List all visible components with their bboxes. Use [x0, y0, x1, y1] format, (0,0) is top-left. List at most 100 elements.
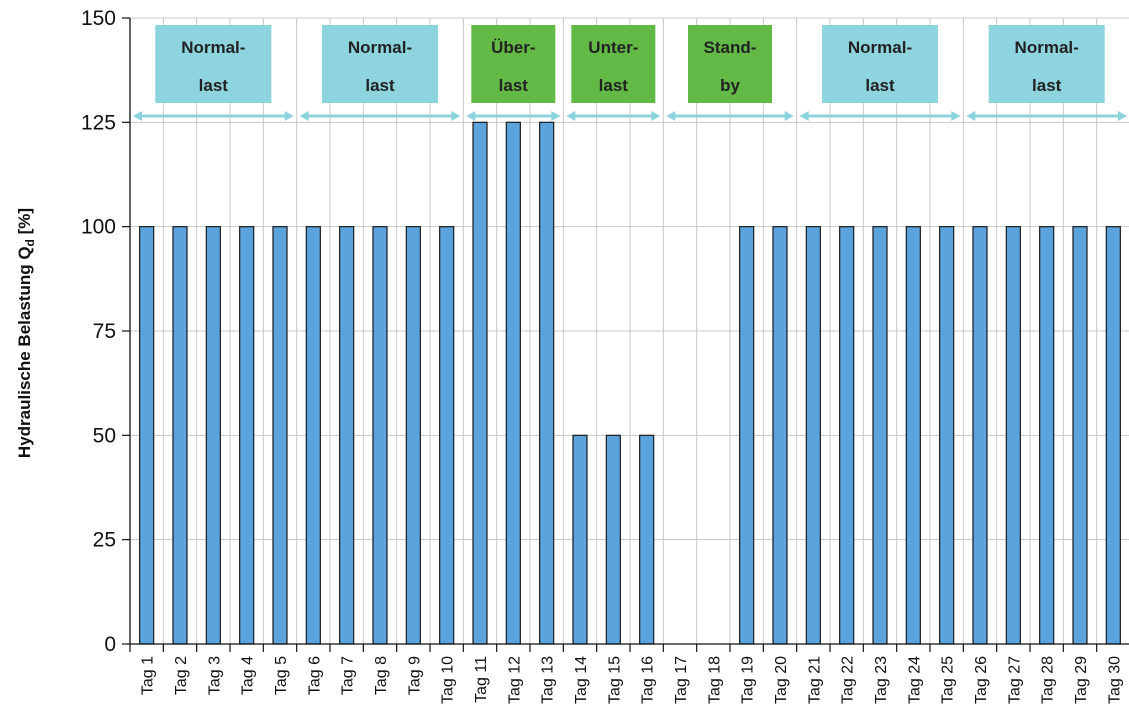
- phase-arrow-head-right: [1118, 111, 1127, 121]
- y-axis-label-subscript: d: [23, 239, 37, 246]
- y-tick-label: 100: [81, 216, 116, 239]
- phase-annotation: Normal-last: [299, 25, 461, 121]
- x-tick-label: Tag 22: [840, 656, 857, 704]
- bar: [305, 226, 321, 645]
- phase-label-line2: by: [720, 76, 740, 95]
- y-tick-label: 0: [104, 633, 116, 656]
- x-tick-label: Tag 17: [673, 656, 690, 704]
- x-tick-label: Tag 1: [140, 656, 157, 695]
- y-tick-label: 75: [93, 320, 116, 343]
- phase-box: [471, 25, 556, 103]
- phase-arrow-head-left: [466, 111, 476, 121]
- x-tick-label: Tag 27: [1006, 656, 1023, 704]
- x-tick-label: Tag 12: [506, 656, 523, 704]
- x-tick-label: Tag 4: [240, 656, 257, 695]
- phase-label-line2: last: [365, 76, 395, 95]
- phase-label-line1: Stand-: [704, 38, 757, 57]
- y-tick-label: 150: [81, 7, 116, 30]
- x-tick-label: Tag 9: [406, 656, 423, 695]
- x-tick-labels: Tag 1 Tag 2 Tag 3 Tag 4 Tag 5 Tag 6 Tag 7 Tag 8…: [140, 656, 1124, 704]
- bar: [805, 226, 821, 645]
- phase-arrow-head-right: [784, 111, 794, 121]
- bar: [1105, 226, 1121, 645]
- phase-arrow-head-left: [299, 111, 309, 121]
- phase-annotation: Normal-last: [133, 25, 294, 121]
- phase-label-line2: last: [499, 76, 529, 95]
- phase-arrow-head-left: [799, 111, 809, 121]
- phase-box: [571, 25, 656, 103]
- phase-box: [322, 25, 438, 103]
- x-tick-label: Tag 3: [206, 656, 223, 695]
- x-tick-label: Tag 30: [1106, 656, 1123, 704]
- phase-arrow-head-right: [651, 111, 661, 121]
- x-tick-label: Tag 19: [740, 656, 757, 704]
- phase-annotations: Normal-lastNormal-lastÜber-lastUnter-las…: [133, 25, 1127, 121]
- phase-box: [688, 25, 772, 103]
- phase-box: [155, 25, 272, 103]
- phase-arrow-head-right: [451, 111, 461, 121]
- x-tick-label: Tag 23: [873, 656, 890, 704]
- phase-label-line2: last: [1032, 76, 1062, 95]
- x-tick-label: Tag 13: [540, 656, 557, 704]
- bar: [472, 121, 488, 645]
- bar: [405, 226, 421, 645]
- phase-label-line1: Normal-: [1015, 38, 1079, 57]
- phase-arrow-head-right: [551, 111, 561, 121]
- x-tick-label: Tag 21: [806, 656, 823, 704]
- bar: [839, 226, 855, 645]
- x-tick-label: Tag 26: [973, 656, 990, 704]
- bar: [1005, 226, 1021, 645]
- x-tick-label: Tag 14: [573, 656, 590, 704]
- x-tick-label: Tag 18: [706, 656, 723, 704]
- phase-label-line2: last: [599, 76, 629, 95]
- phase-arrow-head-right: [951, 111, 961, 121]
- y-tick-label: 25: [93, 529, 116, 552]
- bar: [372, 226, 388, 645]
- bar: [872, 226, 888, 645]
- bar: [139, 226, 155, 645]
- bar-series: [139, 121, 1121, 645]
- bar: [572, 434, 588, 645]
- phase-annotation: Unter-last: [566, 25, 661, 121]
- bar: [939, 226, 955, 645]
- phase-label-line1: Normal-: [848, 38, 912, 57]
- phase-label-line1: Unter-: [588, 38, 638, 57]
- bar: [772, 226, 788, 645]
- phase-annotation: Über-last: [466, 25, 561, 121]
- y-tick-label: 125: [81, 111, 116, 134]
- y-axis-label-unit: [%]: [15, 208, 34, 239]
- y-tick-labels: 0 25 50 75 100 125 150: [81, 7, 116, 656]
- phase-label-line1: Normal-: [181, 38, 245, 57]
- phase-box: [822, 25, 938, 103]
- bar: [905, 226, 921, 645]
- axes: [122, 17, 1129, 652]
- phase-label-line2: last: [865, 76, 895, 95]
- phase-label-line1: Normal-: [348, 38, 412, 57]
- phase-arrow-head-right: [284, 111, 294, 121]
- x-tick-label: Tag 25: [940, 656, 957, 704]
- phase-annotation: Normal-last: [799, 25, 961, 121]
- phase-arrow-head-left: [566, 111, 576, 121]
- phase-arrow-head-left: [666, 111, 676, 121]
- x-tick-label: Tag 5: [273, 656, 290, 695]
- x-tick-label: Tag 10: [440, 656, 457, 704]
- bar: [205, 226, 221, 645]
- grid-lines: [130, 17, 1129, 644]
- bar: [1039, 226, 1055, 645]
- phase-arrow-head-left: [966, 111, 976, 121]
- x-tick-label: Tag 6: [306, 656, 323, 695]
- bar: [505, 121, 521, 645]
- y-tick-label: 50: [93, 424, 116, 447]
- x-tick-label: Tag 7: [340, 656, 357, 695]
- bar: [605, 434, 621, 645]
- x-tick-label: Tag 24: [906, 656, 923, 704]
- phase-label-line1: Über-: [491, 38, 535, 57]
- x-tick-label: Tag 11: [473, 656, 490, 703]
- bar: [172, 226, 188, 645]
- phase-label-line2: last: [199, 76, 229, 95]
- bar: [272, 226, 288, 645]
- x-tick-label: Tag 28: [1040, 656, 1057, 704]
- x-tick-label: Tag 29: [1073, 656, 1090, 704]
- x-tick-label: Tag 8: [373, 656, 390, 695]
